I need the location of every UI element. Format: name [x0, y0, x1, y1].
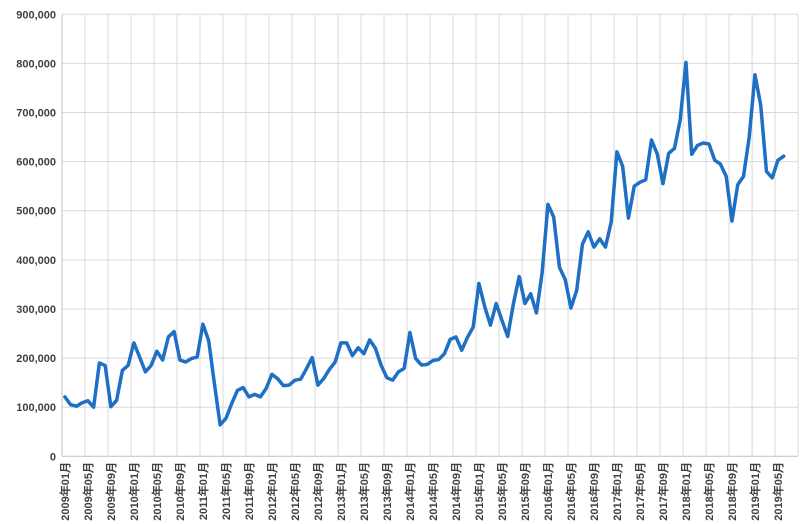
x-axis-tick-label: 2010年05月	[150, 462, 164, 521]
x-axis-tick-label: 2018年01月	[679, 462, 693, 521]
y-axis-tick-label: 700,000	[16, 108, 56, 120]
x-axis-tick-label: 2012年09月	[311, 462, 325, 521]
x-axis-tick-label: 2014年05月	[426, 462, 440, 521]
y-axis-tick-label: 800,000	[16, 58, 56, 70]
x-axis-tick-label: 2015年09月	[518, 462, 532, 521]
x-axis-tick-label: 2019年01月	[748, 462, 762, 521]
x-axis-tick-label: 2016年01月	[541, 462, 555, 521]
x-axis-tick-label: 2013年09月	[380, 462, 394, 521]
x-axis-tick-label: 2012年05月	[288, 462, 302, 521]
x-axis-tick-label: 2011年01月	[196, 462, 210, 520]
x-axis-tick-label: 2017年05月	[633, 462, 647, 521]
x-axis-tick-label: 2015年01月	[472, 462, 486, 521]
x-axis-tick-label: 2011年05月	[219, 462, 233, 520]
y-axis-tick-label: 900,000	[16, 9, 56, 21]
y-axis-tick-label: 100,000	[16, 402, 56, 414]
x-axis-tick-label: 2013年01月	[334, 462, 348, 521]
x-axis-tick-label: 2017年09月	[656, 462, 670, 521]
x-axis-tick-label: 2014年01月	[403, 462, 417, 521]
y-axis-tick-label: 600,000	[16, 157, 56, 169]
x-axis-tick-label: 2018年05月	[702, 462, 716, 521]
y-axis-tick-label: 0	[50, 451, 56, 463]
x-axis-tick-label: 2017年01月	[610, 462, 624, 521]
x-axis-tick-label: 2009年09月	[104, 462, 118, 521]
series-line	[63, 60, 786, 427]
x-axis-tick-label: 2009年01月	[58, 462, 72, 521]
x-axis-tick-label: 2014年09月	[449, 462, 463, 521]
x-axis-tick-label: 2018年09月	[725, 462, 739, 521]
x-axis-tick-label: 2010年09月	[173, 462, 187, 521]
x-axis-tick-label: 2012年01月	[265, 462, 279, 521]
x-axis-tick-label: 2013年05月	[357, 462, 371, 521]
y-axis-tick-label: 500,000	[16, 206, 56, 218]
y-axis-tick-label: 200,000	[16, 353, 56, 365]
x-axis-tick-label: 2015年05月	[495, 462, 509, 521]
x-axis-tick-label: 2009年05月	[81, 462, 95, 521]
x-axis-tick-label: 2016年05月	[564, 462, 578, 521]
x-axis-tick-label: 2019年05月	[771, 462, 785, 521]
y-axis-tick-label: 300,000	[16, 304, 56, 316]
x-axis-tick-label: 2016年09月	[587, 462, 601, 521]
x-axis-tick-label: 2011年09月	[242, 462, 256, 520]
x-axis-tick-label: 2010年01月	[127, 462, 141, 521]
y-axis-tick-label: 400,000	[16, 255, 56, 267]
